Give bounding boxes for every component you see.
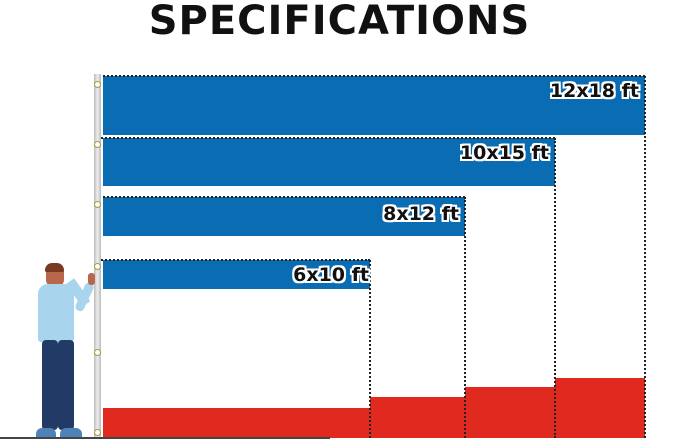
size-label: 6x10 ft <box>293 264 369 286</box>
size-label: 10x15 ft <box>459 142 549 164</box>
grommet-icon <box>94 81 101 88</box>
grommet-icon <box>94 429 101 436</box>
grommet-icon <box>94 263 101 270</box>
page-title: SPECIFICATIONS <box>148 0 531 44</box>
flag-pole <box>94 74 101 438</box>
grommet-icon <box>94 201 101 208</box>
size-label: 12x18 ft <box>549 80 639 102</box>
grommet-icon <box>94 141 101 148</box>
ground-line <box>0 437 330 439</box>
grommet-icon <box>94 349 101 356</box>
size-label: 8x12 ft <box>383 203 459 225</box>
